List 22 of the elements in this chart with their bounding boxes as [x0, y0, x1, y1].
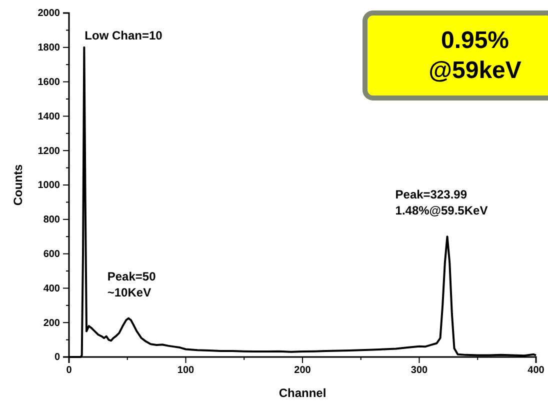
y-tick-label: 1800 — [38, 42, 60, 54]
x-tick-label: 100 — [177, 365, 195, 376]
x-tick-label: 0 — [66, 365, 72, 376]
y-tick-label: 400 — [43, 283, 60, 294]
x-tick-label: 200 — [294, 365, 312, 376]
y-tick-label: 1400 — [38, 111, 60, 122]
y-tick-label: 0 — [54, 352, 60, 364]
x-tick-label: 300 — [410, 365, 428, 376]
y-tick-label: 1000 — [38, 180, 60, 192]
annotation: Peak=50 ~10KeV — [107, 269, 156, 300]
y-tick-label: 600 — [43, 249, 60, 260]
y-tick-label: 1600 — [38, 77, 60, 88]
x-axis-title: Channel — [278, 386, 326, 400]
y-tick-label: 1200 — [38, 146, 60, 157]
y-tick-label: 200 — [43, 318, 60, 329]
annotation: Low Chan=10 — [84, 28, 163, 42]
y-tick-label: 800 — [43, 214, 60, 226]
y-tick-label: 2000 — [38, 8, 60, 20]
annotation: 0.95% @59keV — [428, 27, 522, 84]
y-axis-title: Counts — [11, 164, 25, 206]
annotation: Peak=323.99 1.48%@59.5KeV — [395, 188, 488, 218]
x-tick-label: 400 — [528, 365, 545, 376]
